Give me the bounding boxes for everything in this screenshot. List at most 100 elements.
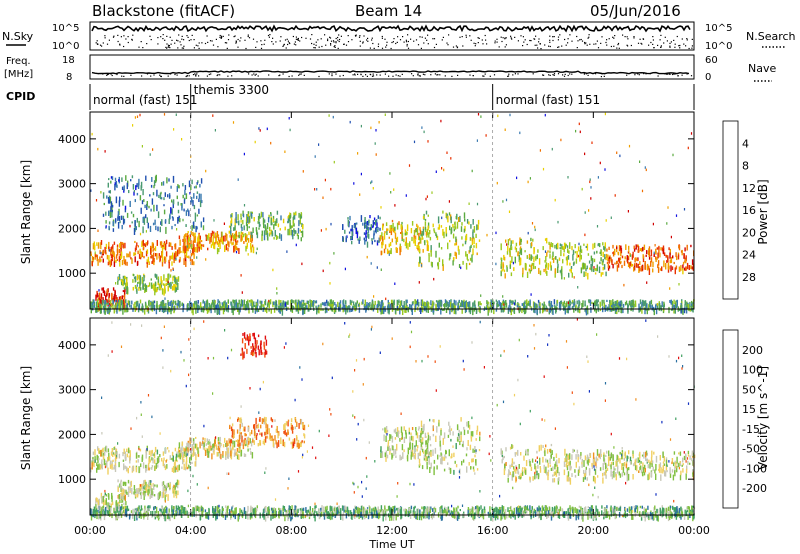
data-point: [214, 442, 216, 447]
data-point: [164, 297, 166, 300]
data-point: [113, 261, 116, 267]
data-point: [489, 307, 491, 310]
data-point: [395, 247, 398, 253]
data-point: [296, 436, 298, 442]
data-point: [528, 268, 530, 272]
data-point: [262, 440, 264, 445]
data-point: [118, 179, 120, 182]
data-point: [616, 261, 618, 265]
data-point: [178, 450, 180, 457]
data-point: [461, 222, 463, 226]
data-point: [473, 307, 476, 312]
data-point: [106, 299, 108, 304]
nsearch-point: [494, 42, 496, 44]
data-point: [112, 244, 114, 251]
data-point: [235, 238, 237, 244]
data-point: [179, 218, 181, 223]
data-point: [445, 212, 447, 218]
data-point: [194, 300, 196, 305]
data-point: [686, 244, 688, 251]
data-point: [644, 166, 646, 169]
data-point: [462, 300, 464, 307]
data-point: [123, 287, 126, 290]
data-point: [539, 302, 541, 307]
data-point: [294, 230, 296, 235]
data-point: [222, 303, 225, 307]
nsearch-point: [673, 39, 675, 41]
nsearch-point: [106, 43, 109, 45]
data-point: [150, 248, 152, 255]
data-point: [374, 142, 376, 145]
data-point: [262, 307, 264, 312]
data-point: [253, 217, 255, 222]
data-point: [133, 276, 136, 279]
data-point: [287, 419, 290, 422]
data-point: [176, 305, 178, 309]
data-point: [374, 219, 377, 226]
data-point: [226, 304, 228, 308]
nsearch-point: [338, 34, 340, 36]
data-point: [267, 217, 270, 223]
data-point: [409, 436, 411, 443]
data-point: [170, 309, 172, 315]
data-point: [296, 302, 299, 306]
data-point: [565, 257, 568, 261]
data-point: [171, 225, 173, 230]
data-point: [395, 240, 397, 244]
nsearch-point: [448, 34, 450, 36]
data-point: [218, 300, 221, 303]
data-point: [673, 306, 675, 314]
data-point: [103, 494, 105, 498]
data-point: [247, 443, 249, 448]
data-point: [139, 113, 141, 117]
nsearch-point: [261, 44, 263, 46]
data-point: [257, 443, 259, 447]
data-point: [502, 307, 505, 313]
data-point: [503, 269, 506, 273]
data-point: [440, 225, 443, 228]
data-point: [500, 243, 502, 251]
data-point: [572, 262, 575, 266]
data-point: [264, 307, 266, 312]
data-point: [95, 199, 98, 202]
data-point: [299, 217, 301, 225]
nave-point: [121, 75, 123, 77]
data-point: [240, 223, 243, 229]
data-point: [479, 306, 481, 314]
data-point: [687, 304, 690, 311]
data-point: [458, 300, 460, 303]
data-point: [325, 227, 327, 231]
data-point: [150, 282, 153, 289]
data-point: [345, 301, 347, 305]
data-point: [270, 229, 272, 235]
data-point: [161, 182, 163, 186]
data-point: [152, 249, 154, 252]
nave-point: [563, 75, 566, 77]
data-point: [276, 425, 278, 431]
data-point: [231, 428, 234, 435]
data-point: [103, 202, 105, 206]
data-point: [249, 448, 251, 451]
data-point: [202, 299, 204, 303]
nsearch-point: [475, 43, 477, 45]
nsearch-point: [477, 37, 479, 39]
data-point: [148, 205, 150, 209]
data-point: [138, 178, 140, 186]
data-point: [109, 260, 111, 265]
data-point: [122, 459, 125, 462]
data-point: [112, 300, 114, 305]
nave-point: [303, 74, 305, 76]
data-point: [390, 228, 393, 236]
data-point: [169, 213, 171, 220]
data-point: [604, 242, 606, 249]
nave-point: [206, 75, 208, 77]
data-point: [116, 245, 119, 252]
data-point: [111, 448, 113, 452]
data-point: [252, 333, 254, 337]
data-point: [426, 300, 428, 307]
nsearch-point: [641, 43, 643, 45]
nsearch-point: [247, 35, 249, 38]
data-point: [380, 453, 382, 458]
data-point: [394, 204, 396, 207]
data-point: [232, 121, 235, 124]
